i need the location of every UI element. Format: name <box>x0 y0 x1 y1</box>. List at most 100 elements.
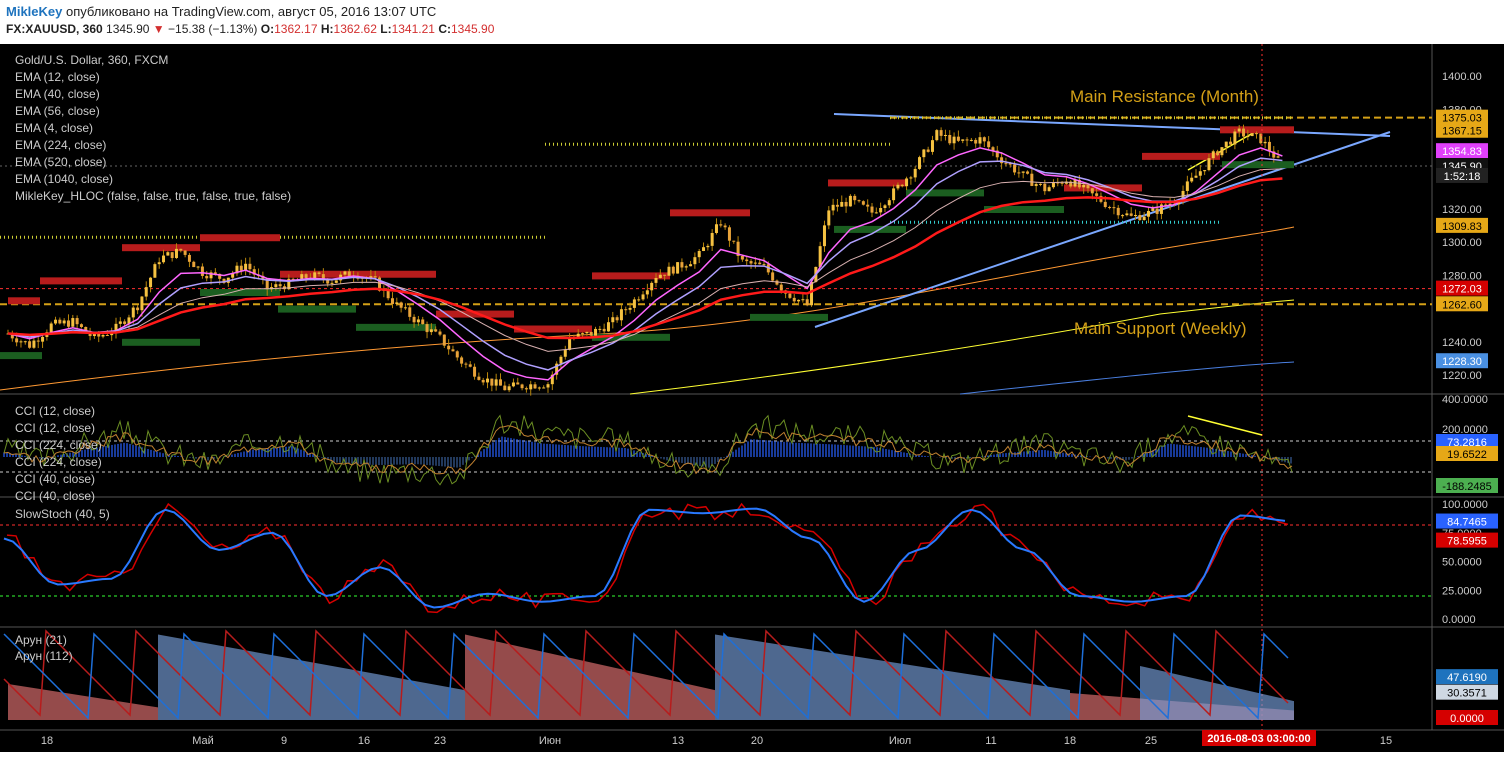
candle-body <box>788 293 792 298</box>
aroon-value-badge <box>1436 710 1498 725</box>
time-axis[interactable]: 18 Май 9 16 23 Июн 13 20 Июл 11 18 25 15 <box>41 735 1392 747</box>
candle-body <box>1185 181 1189 191</box>
author-link[interactable]: MikleKey <box>6 4 63 19</box>
candle-body <box>455 351 459 358</box>
candle-body <box>624 309 628 311</box>
candle-body <box>1103 201 1107 207</box>
candle-body <box>974 139 978 144</box>
candle-body <box>516 382 520 385</box>
candle-body <box>1159 204 1163 214</box>
price-badge <box>1436 296 1488 312</box>
cci-pane[interactable]: CCI (12, close) CCI (12, close) CCI (224, … <box>0 394 1498 503</box>
hloc-high-bar <box>40 277 122 285</box>
candle-body <box>265 278 269 290</box>
candle-body <box>136 307 140 311</box>
candle-body <box>421 319 425 325</box>
time-tick-label: 13 <box>672 735 684 747</box>
candle-body <box>758 262 762 265</box>
candle-body <box>991 147 995 151</box>
candle-body <box>883 205 887 209</box>
candle-body <box>162 255 166 263</box>
hloc-high-bar <box>514 325 592 333</box>
candle-body <box>887 200 891 206</box>
candle-body <box>1220 147 1224 156</box>
hloc-high-bar <box>670 209 750 217</box>
candle-body <box>563 349 567 357</box>
candle-body <box>792 297 796 302</box>
candle-body <box>71 318 75 327</box>
stoch-label: SlowStoch (40, 5) <box>15 507 110 521</box>
candle-body <box>1008 163 1012 165</box>
candle-body <box>287 278 291 290</box>
candle-body <box>110 332 114 336</box>
candle-body <box>511 382 515 387</box>
candle-body <box>429 329 433 333</box>
candle-body <box>490 378 494 386</box>
candle-body <box>105 334 109 336</box>
hloc-high-bar <box>1220 126 1294 134</box>
candle-body <box>187 254 191 262</box>
candle-body <box>589 331 593 336</box>
candle-body <box>477 376 481 380</box>
price-badge-text: 1:52:18 <box>1444 171 1481 183</box>
candle-body <box>494 379 498 386</box>
aroon-value-badge <box>1436 684 1498 700</box>
candle-body <box>278 284 282 287</box>
hloc-low-bar <box>906 189 984 197</box>
candle-body <box>922 149 926 158</box>
candle-body <box>714 224 718 233</box>
candle-body <box>667 266 671 276</box>
stoch-pane[interactable]: SlowStoch (40, 5) 100.000075.000050.0000… <box>0 499 1498 626</box>
candle-body <box>231 273 235 278</box>
candle-body <box>1064 181 1068 184</box>
aroon-up-line <box>3 632 1289 720</box>
cci-divergence-line[interactable] <box>1187 415 1263 436</box>
candle-body <box>797 299 801 302</box>
candle-body <box>304 274 308 279</box>
chart-canvas[interactable]: 1220.001240.001280.001300.001320.001380.… <box>0 44 1504 752</box>
publish-info: опубликовано на TradingView.com, август … <box>66 4 437 19</box>
candle-body <box>801 299 805 301</box>
price-badge <box>1436 353 1488 369</box>
candle-body <box>745 259 749 262</box>
candle-body <box>425 324 429 333</box>
candle-body <box>987 141 991 148</box>
price-tick-label: 1300.00 <box>1442 237 1482 249</box>
time-tick-label: 23 <box>434 735 446 747</box>
candle-body <box>1259 133 1263 144</box>
stoch-tick-label: 0.0000 <box>1442 614 1476 626</box>
candle-body <box>1069 181 1073 187</box>
support-trendline[interactable] <box>814 131 1391 328</box>
candle-body <box>905 178 909 187</box>
candle-body <box>75 318 79 325</box>
candle-body <box>131 307 135 318</box>
candle-body <box>546 384 550 388</box>
stoch-tick-label: 100.0000 <box>1442 499 1488 511</box>
resistance-annotation: Main Resistance (Month) <box>1070 87 1259 106</box>
candle-body <box>632 299 636 308</box>
time-tick-label: 18 <box>1064 735 1076 747</box>
chart-area[interactable]: 1220.001240.001280.001300.001320.001380.… <box>0 44 1504 752</box>
candle-body <box>1082 184 1086 188</box>
candle-body <box>1146 210 1150 217</box>
candle-body <box>1254 133 1258 135</box>
aroon-pane[interactable]: Арун (21) Арун (112) 47.6190 30.3571 0.0000 <box>3 629 1498 725</box>
candle-body <box>442 334 446 346</box>
candle-body <box>498 379 502 386</box>
candle-body <box>857 200 861 202</box>
hloc-low-bar <box>122 338 200 346</box>
candle-body <box>118 321 122 324</box>
candle-body <box>79 324 83 327</box>
symbol-name[interactable]: FX:XAUUSD, 360 <box>6 22 103 36</box>
candle-body <box>28 341 32 348</box>
candle-body <box>969 139 973 141</box>
aroon-value-badge <box>1436 669 1498 685</box>
candle-body <box>900 184 904 187</box>
candle-body <box>1211 151 1215 159</box>
candle-body <box>19 341 23 343</box>
time-tick-label: 20 <box>751 735 763 747</box>
candle-body <box>848 195 852 207</box>
candle-body <box>1026 171 1030 174</box>
study-label: EMA (12, close) <box>15 70 100 84</box>
candle-body <box>853 195 857 201</box>
